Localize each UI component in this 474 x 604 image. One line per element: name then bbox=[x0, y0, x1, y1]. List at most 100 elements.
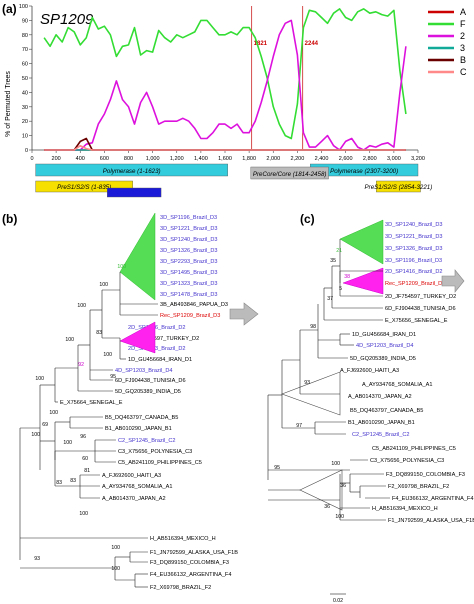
tip-label: F1_JN792599_ALASKA_USA_F1B bbox=[150, 550, 238, 556]
clade-triangle-d2 bbox=[119, 321, 156, 354]
tip-label: A_AY934768_SOMALIA_A1 bbox=[102, 484, 173, 490]
y-tick-label: 0 bbox=[25, 148, 28, 154]
tip-label: 2D_SP1416_Brazil_D2 bbox=[385, 269, 443, 275]
x-tick-label: 2,000 bbox=[266, 156, 280, 162]
y-tick-label: 80 bbox=[22, 33, 28, 39]
tip-label: A_FJ692600_HAITI_A3 bbox=[340, 368, 399, 374]
tip-label: 3D_SP1221_Brazil_D3 bbox=[385, 234, 443, 240]
tip-label: F3_DQ899150_COLOMBIA_F3 bbox=[386, 472, 465, 478]
bootstrap-value: 100 bbox=[65, 337, 74, 343]
tip-label: B1_AB010290_JAPAN_B1 bbox=[105, 426, 172, 432]
legend-label: A bbox=[460, 7, 466, 17]
bootstrap-value: 95 bbox=[274, 465, 280, 471]
bootstrap-value: 95 bbox=[110, 374, 116, 380]
collapsed-clade-a bbox=[281, 371, 341, 416]
tip-label: 3D_SP1196_Brazil_D3 bbox=[160, 215, 217, 221]
clade-triangle-d3 bbox=[119, 212, 156, 301]
bootstrap-value: 21 bbox=[336, 248, 342, 254]
tip-label: 2D_SP1243_Brazil_D2 bbox=[128, 346, 186, 352]
tip-label: 3D_SP1326_Brazil_D3 bbox=[160, 248, 218, 254]
bootstrap-value: 83 bbox=[96, 330, 102, 336]
tip-label: 1D_GU456684_IRAN_D1 bbox=[352, 332, 416, 338]
tip-label: F1_JN792599_ALASKA_USA_F1B bbox=[388, 518, 474, 524]
gene-bar bbox=[35, 180, 133, 193]
series-line-C bbox=[44, 144, 406, 151]
tip-label: F3_DQ899150_COLOMBIA_F3 bbox=[150, 560, 229, 566]
tip-label: 3D_SP2293_Brazil_D3 bbox=[160, 259, 218, 265]
breakpoint-label: 1821 bbox=[254, 41, 268, 47]
tip-label: 3D_SP1326_Brazil_D3 bbox=[385, 246, 443, 252]
tip-label: F2_X69798_BRAZIL_F2 bbox=[150, 585, 211, 591]
bootstrap-value: 100 bbox=[111, 566, 120, 572]
bootstrap-value: 100 bbox=[79, 511, 88, 517]
gene-label: Polymerase (1-1623) bbox=[103, 168, 161, 175]
x-tick-label: 2,800 bbox=[363, 156, 377, 162]
bootstrap-value: 100 bbox=[35, 376, 44, 382]
phylogenetic-tree-c: 3D_SP1240_Brazil_D3 3D_SP1221_Brazil_D3 3D… bbox=[267, 219, 474, 604]
bootstrap-value: 37 bbox=[327, 296, 333, 302]
legend-label: F bbox=[460, 19, 466, 29]
bootstrap-value: 100 bbox=[49, 410, 58, 416]
bootstrap-value: 69 bbox=[42, 422, 48, 428]
tip-label: 3D_SP1221_Brazil_D3 bbox=[160, 226, 218, 232]
tip-label: 5D_GQ205389_INDIA_D5 bbox=[115, 389, 181, 395]
tip-label: 3D_SP1495_Brazil_D3 bbox=[160, 270, 218, 276]
bootstrap-value: 36 bbox=[340, 483, 346, 489]
x-tick-label: 3,200 bbox=[411, 156, 425, 162]
gene-bar bbox=[250, 166, 329, 180]
genome-map: Polymerase (1-1623) Polymerase (2307-3200… bbox=[35, 163, 432, 198]
tip-label: 2D_SP1416_Brazil_D2 bbox=[128, 325, 186, 331]
tip-label: C3_X75656_POLYNESIA_C3 bbox=[370, 458, 444, 464]
gene-bar bbox=[376, 180, 421, 193]
tip-label: 4D_SP1203_Brazil_D4 bbox=[115, 368, 173, 374]
bootstrap-value: 100 bbox=[77, 303, 86, 309]
x-tick-label: 1,800 bbox=[242, 156, 256, 162]
tip-label: F4_EU366132_ARGENTINA_F4 bbox=[150, 572, 231, 578]
legend-label: 2 bbox=[460, 31, 465, 41]
bootstrap-value: 38 bbox=[344, 274, 350, 280]
x-tick-label: 2,400 bbox=[315, 156, 329, 162]
tip-label: Rec_SP1209_Brazil_D3 bbox=[160, 313, 220, 319]
tip-label: B5_DQ463797_CANADA_B5 bbox=[105, 415, 178, 421]
panel-b: (b) 3D_SP1196_Brazil_D3 3D_SP1221_Brazil_… bbox=[2, 212, 259, 591]
x-tick-label: 200 bbox=[52, 156, 61, 162]
gene-label: Spacer (624-1070) bbox=[108, 189, 160, 196]
phylogenetic-tree-b: 3D_SP1196_Brazil_D3 3D_SP1221_Brazil_D3 3D… bbox=[19, 212, 259, 591]
breakpoint-label: 2244 bbox=[305, 41, 319, 47]
clade-triangle-d3 bbox=[339, 219, 384, 265]
tip-label: 3B_AB493846_PAPUA_D3 bbox=[160, 302, 228, 308]
legend-label: B bbox=[460, 55, 466, 65]
panel-a-label: (a) bbox=[2, 2, 17, 16]
y-tick-label: 40 bbox=[22, 90, 28, 96]
gene-label: PreS1/S2/S (1-835) bbox=[57, 184, 111, 191]
recombinant-arrow-icon bbox=[441, 269, 465, 293]
panel-a: (a) SP1209 % of Permuted Trees 010203040… bbox=[2, 2, 467, 198]
bootstrap-value: 98 bbox=[310, 324, 316, 330]
bootstrap-value: 92 bbox=[78, 362, 84, 368]
tip-label: C2_SP1245_Brazil_C2 bbox=[118, 438, 176, 444]
series-line-B bbox=[44, 137, 406, 151]
tip-label: B1_AB010290_JAPAN_B1 bbox=[348, 420, 415, 426]
legend-label: C bbox=[460, 67, 467, 77]
tip-label: C3_X75656_POLYNESIA_C3 bbox=[118, 449, 192, 455]
x-tick-label: 2,600 bbox=[339, 156, 353, 162]
tip-label: C5_AB241109_PHILIPPINES_C5 bbox=[118, 460, 202, 466]
tip-label: A_AB014370_JAPAN_A2 bbox=[348, 394, 412, 400]
tip-label: F2_X69798_BRAZIL_F2 bbox=[388, 484, 449, 490]
x-tick-label: 1,600 bbox=[218, 156, 232, 162]
x-tick-label: 1,000 bbox=[146, 156, 160, 162]
tip-label: 3D_SP1196_Brazil_D3 bbox=[385, 258, 442, 264]
gene-label: PreCore/Core (1814-2458) bbox=[253, 171, 327, 178]
tip-label: 2D_JF754597_TURKEY_D2 bbox=[385, 294, 456, 300]
collapsed-clade-c bbox=[299, 469, 343, 511]
y-tick-label: 90 bbox=[22, 18, 28, 24]
y-tick-label: 50 bbox=[22, 76, 28, 82]
tip-label: 2D_JF754597_TURKEY_D2 bbox=[128, 336, 199, 342]
tip-label: H_AB516394_MEXICO_H bbox=[150, 536, 216, 542]
x-tick-label: 400 bbox=[76, 156, 85, 162]
y-tick-label: 60 bbox=[22, 62, 28, 68]
tip-label: 5D_GQ205389_INDIA_D5 bbox=[350, 356, 416, 362]
panel-b-label: (b) bbox=[2, 212, 17, 226]
tip-label: A_AB014370_JAPAN_A2 bbox=[102, 496, 166, 502]
